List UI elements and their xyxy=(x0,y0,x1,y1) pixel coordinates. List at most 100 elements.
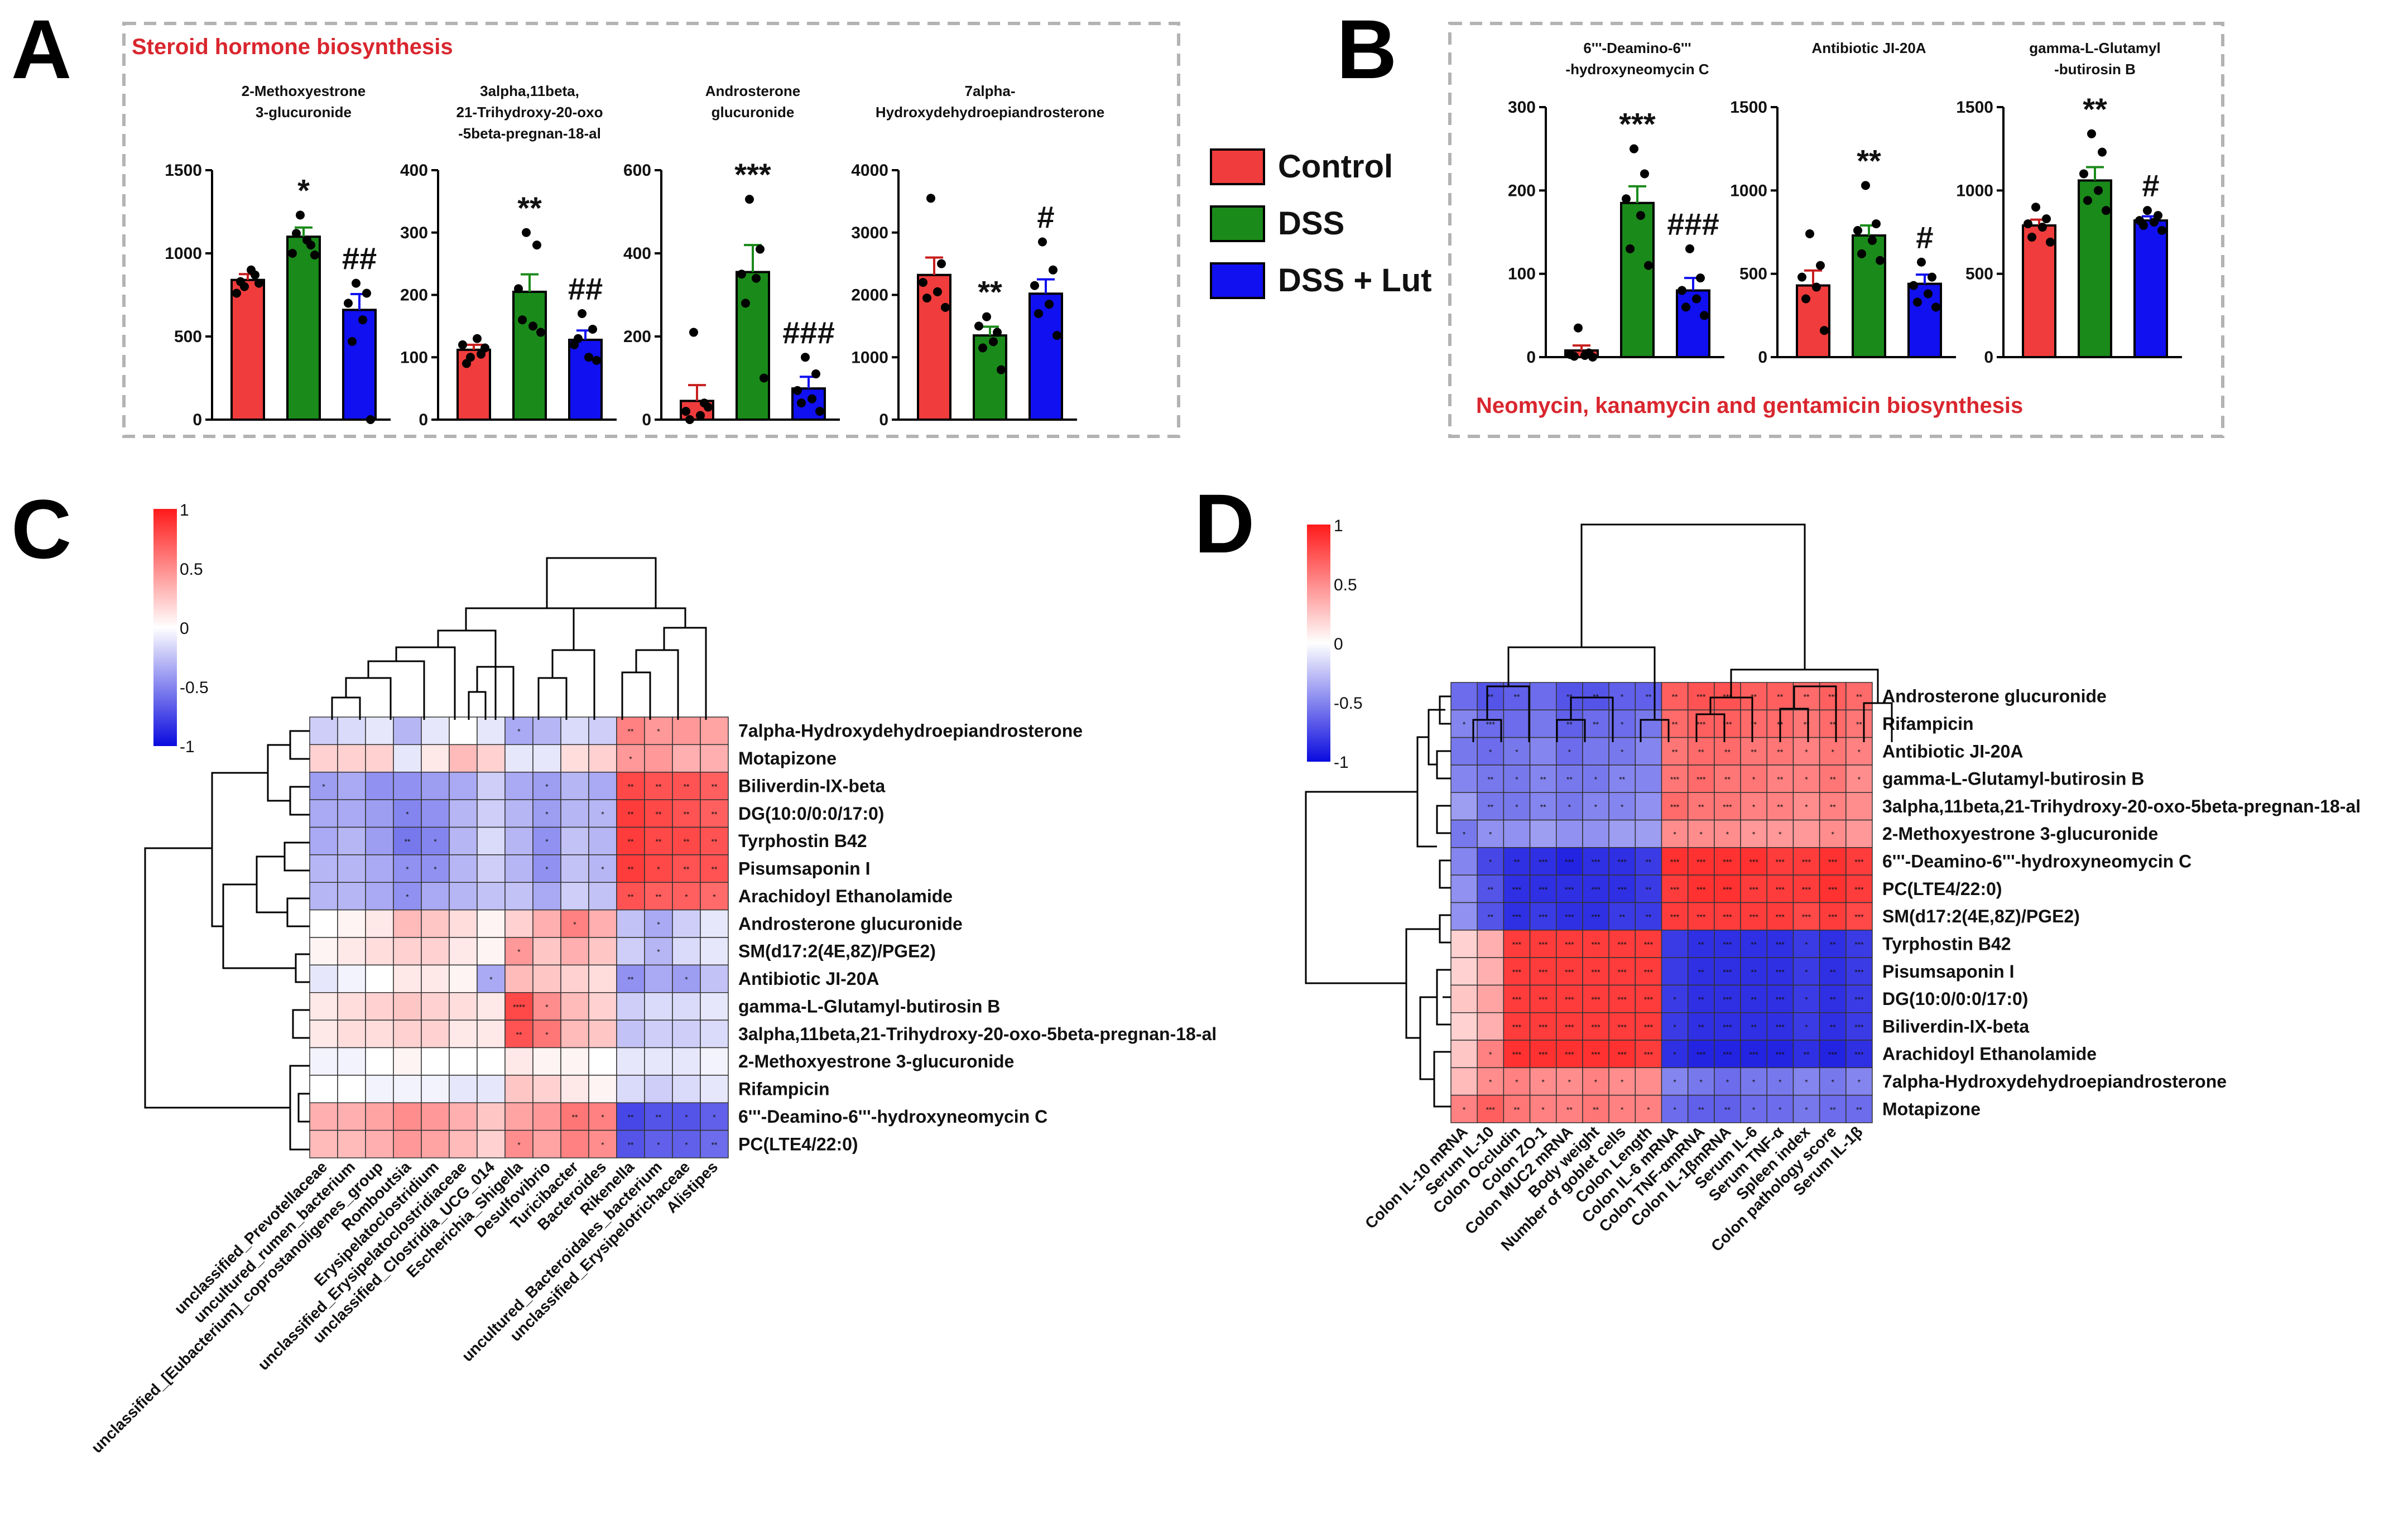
chart-title-line: -5beta-pregnan-18-al xyxy=(458,125,601,142)
heat-row-label: Arachidoyl Ethanolamide xyxy=(1882,1044,2097,1064)
heat-cell xyxy=(672,744,701,773)
heat-cell-star: *** xyxy=(1828,912,1838,921)
data-point xyxy=(756,244,765,254)
heat-cell xyxy=(672,992,701,1021)
heat-cell-star: *** xyxy=(1696,720,1706,729)
heat-cell xyxy=(504,826,533,855)
heat-cell xyxy=(1529,1094,1557,1123)
bar-chart-a2: 3alpha,11beta, 21-Trihydroxy-20-oxo -5beta… xyxy=(400,83,617,429)
heat-cell xyxy=(1845,737,1873,766)
heat-cell-star: *** xyxy=(1696,692,1706,701)
heat-cell xyxy=(1714,930,1741,958)
legend: Control DSS DSS + Lut xyxy=(1210,148,1432,299)
heat-cell-star: ** xyxy=(1514,1105,1520,1114)
heat-cell xyxy=(504,1129,533,1158)
data-point xyxy=(997,365,1006,374)
colorbar-c-tick-0-5: 0.5 xyxy=(180,560,203,579)
data-point xyxy=(1685,244,1694,253)
heat-cell xyxy=(504,799,533,828)
heat-cell xyxy=(1477,764,1505,793)
heat-cell xyxy=(421,937,450,966)
heat-cell xyxy=(560,1075,589,1103)
heat-cell-star: ** xyxy=(1830,720,1836,729)
heat-cell-star: *** xyxy=(1749,1050,1758,1059)
heat-cell xyxy=(616,1102,645,1131)
heat-cell xyxy=(1503,957,1531,986)
heat-cell xyxy=(1503,930,1531,958)
heat-cell xyxy=(365,854,394,883)
heat-cell-star: *** xyxy=(1696,1050,1706,1059)
heat-cell xyxy=(1556,819,1583,848)
heat-cell xyxy=(449,772,478,800)
heat-cell-star: * xyxy=(1831,1078,1834,1086)
heat-cell-star: *** xyxy=(1670,885,1680,894)
data-point xyxy=(1588,353,1597,362)
heat-cell-star: ** xyxy=(1698,940,1704,949)
heat-cell-star: ** xyxy=(1856,692,1862,701)
heat-cell-star: * xyxy=(1621,692,1624,701)
data-point xyxy=(1574,323,1583,333)
heat-cell-star: * xyxy=(657,948,660,956)
heat-cell-star: * xyxy=(1673,830,1676,839)
heat-cell xyxy=(588,882,617,911)
heat-cell xyxy=(672,937,701,966)
heat-cell-star: ** xyxy=(656,1113,662,1122)
heat-row-label: 2-Methoxyestrone 3-glucuronide xyxy=(738,1051,1014,1071)
heat-cell xyxy=(700,937,729,966)
heat-cell xyxy=(421,772,450,800)
heat-cell xyxy=(477,1102,506,1131)
data-point xyxy=(2143,206,2152,215)
heat-cell-star: *** xyxy=(1644,1022,1654,1031)
heat-row-label: PC(LTE4/22:0) xyxy=(738,1134,858,1154)
heat-cell-star: * xyxy=(1805,802,1808,811)
heat-row-label: 2-Methoxyestrone 3-glucuronide xyxy=(1882,824,2158,844)
heat-cell xyxy=(421,1047,450,1076)
heat-cell xyxy=(644,716,673,746)
heat-cell xyxy=(1635,1094,1662,1123)
heat-cell xyxy=(1450,682,1478,711)
colorbar-d-tick-1: 1 xyxy=(1334,517,1343,535)
bar-dss xyxy=(736,271,770,421)
heat-cell-star: *** xyxy=(1723,968,1732,977)
heat-cell xyxy=(1845,930,1873,958)
heat-cell xyxy=(1687,847,1715,876)
data-point xyxy=(236,277,245,286)
heat-cell-star: ** xyxy=(712,782,718,791)
heat-cell-star: *** xyxy=(1512,1022,1522,1031)
data-point xyxy=(681,407,690,416)
dendrogram-d-left xyxy=(1305,695,1451,1108)
heat-row-label: 3alpha,11beta,21-Trihydroxy-20-oxo-5beta… xyxy=(738,1024,1217,1044)
heat-cell-star: *** xyxy=(1854,940,1864,949)
heat-row-label: 6'''-Deamino-6'''-hydroxyneomycin C xyxy=(1882,852,2191,872)
heat-cell-star: *** xyxy=(1591,1050,1600,1059)
heat-cell xyxy=(449,909,478,938)
heat-cell xyxy=(672,1019,701,1049)
heat-cell xyxy=(1635,792,1662,821)
heat-cell-star: ** xyxy=(1777,747,1783,756)
heat-cell xyxy=(421,799,450,828)
heat-cell xyxy=(1845,1040,1873,1069)
heat-cell xyxy=(700,716,729,746)
data-point xyxy=(1917,257,1926,267)
heat-cell xyxy=(560,799,589,828)
heat-cell-star: * xyxy=(1700,1078,1703,1086)
heat-cell-star: ** xyxy=(1672,692,1678,701)
heat-cell-star: *** xyxy=(1565,940,1574,949)
heat-cell-star: * xyxy=(545,810,549,819)
heat-cell-star: ** xyxy=(1777,775,1783,784)
heat-cell xyxy=(1714,1067,1741,1096)
heat-cell-star: ** xyxy=(1830,940,1836,949)
data-point xyxy=(2083,196,2092,205)
heat-cell xyxy=(1635,682,1662,711)
heat-cell xyxy=(504,882,533,911)
heat-cell xyxy=(588,744,617,773)
chart-title-line: Androsterone xyxy=(705,83,800,99)
data-point xyxy=(1913,297,1922,307)
heat-row-label: SM(d17:2(4E,8Z)/PGE2) xyxy=(738,941,936,961)
heat-cell-star: *** xyxy=(1591,858,1600,867)
heat-cell xyxy=(1687,1012,1715,1041)
heat-cell xyxy=(1529,682,1557,711)
heat-cell xyxy=(672,716,701,746)
heat-cell-star: * xyxy=(1858,1078,1861,1086)
